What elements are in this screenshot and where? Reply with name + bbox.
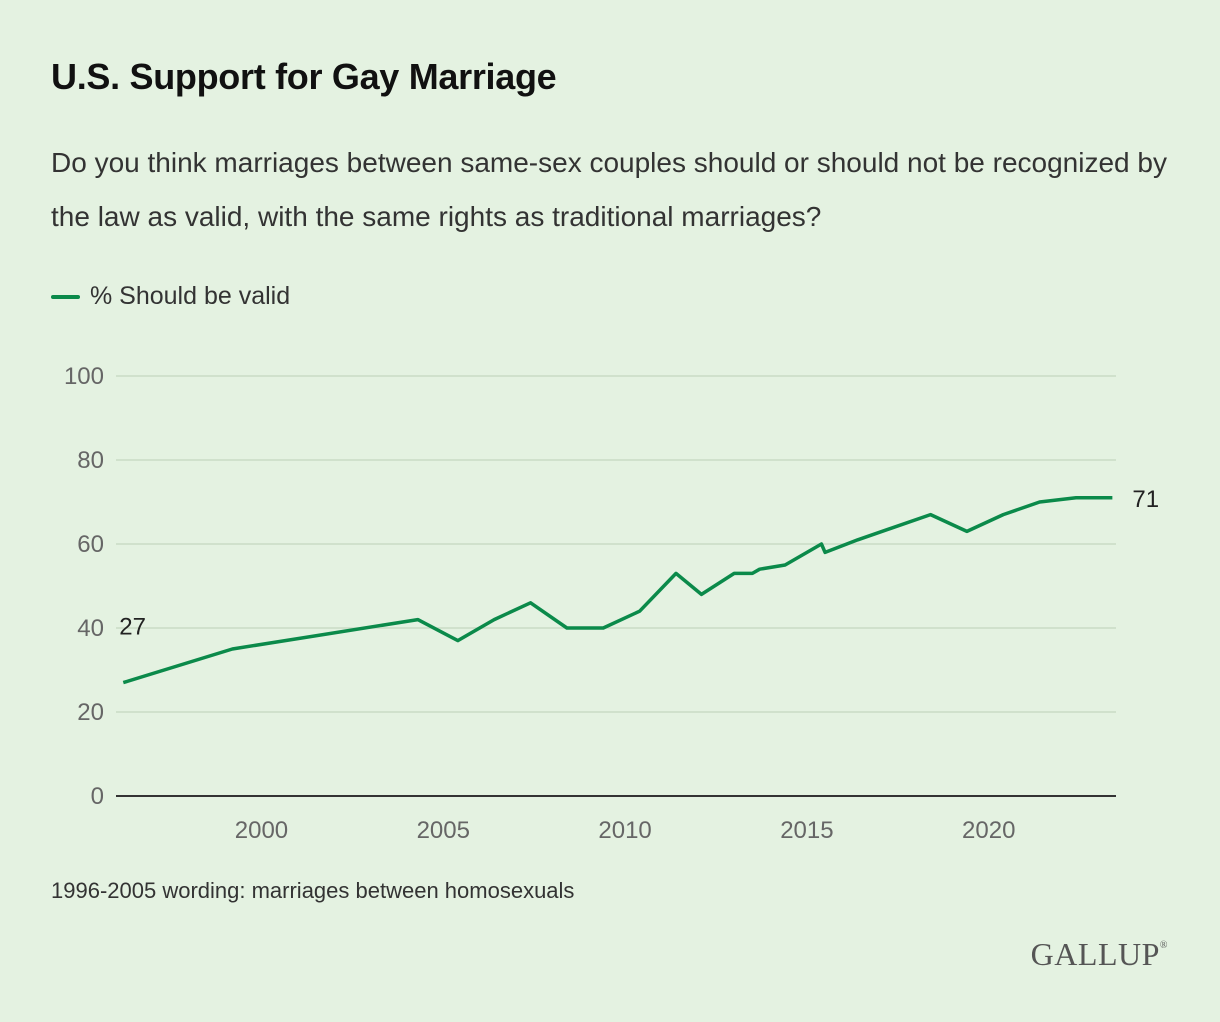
- chart-subtitle: Do you think marriages between same-sex …: [51, 147, 1167, 232]
- legend-label: % Should be valid: [90, 282, 291, 310]
- x-tick-label-2015: 2015: [780, 817, 833, 844]
- line-chart: 0 20 40 60 80 100 2000 2005 2010 2015 2020 27 71: [64, 363, 1159, 844]
- gallup-logo: GALLUP®: [1031, 936, 1168, 973]
- registered-mark-icon: ®: [1159, 940, 1168, 951]
- x-tick-label-2000: 2000: [235, 817, 288, 844]
- x-tick-label-2020: 2020: [962, 817, 1015, 844]
- legend: % Should be valid: [51, 282, 290, 311]
- x-tick-label-2005: 2005: [417, 817, 470, 844]
- y-tick-label-40: 40: [77, 615, 104, 642]
- y-tick-label-100: 100: [64, 363, 104, 390]
- y-tick-label-0: 0: [91, 783, 104, 810]
- data-label-last: 71: [1132, 486, 1159, 513]
- legend-swatch: [51, 294, 80, 299]
- data-label-first: 27: [119, 614, 146, 641]
- y-tick-label-80: 80: [77, 447, 104, 474]
- footnote: 1996-2005 wording: marriages between hom…: [51, 878, 575, 903]
- x-tick-label-2010: 2010: [598, 817, 651, 844]
- y-tick-label-20: 20: [77, 699, 104, 726]
- series-line-should-be-valid: [122, 496, 1113, 685]
- y-tick-label-60: 60: [77, 531, 104, 558]
- chart-title: U.S. Support for Gay Marriage: [51, 56, 557, 97]
- logo-text: GALLUP: [1030, 936, 1160, 972]
